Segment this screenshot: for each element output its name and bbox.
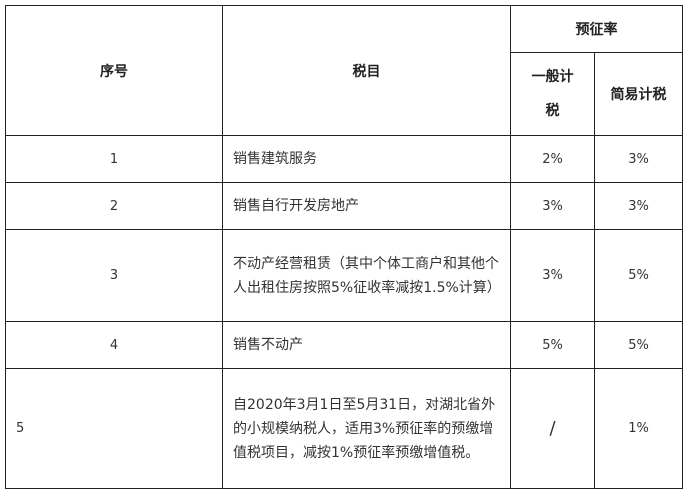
cell-item: 销售不动产 <box>222 321 511 369</box>
table-row: 3 不动产经营租赁（其中个体工商户和其他个人出租住房按照5%征收率减按1.5%计… <box>5 229 683 322</box>
cell-general: 3% <box>510 229 595 322</box>
header-item: 税目 <box>222 5 511 136</box>
cell-simple: 3% <box>594 135 683 183</box>
table-row: 4 销售不动产 5% 5% <box>5 321 683 369</box>
cell-general: 2% <box>510 135 595 183</box>
cell-item: 销售自行开发房地产 <box>222 182 511 230</box>
table-row: 5 自2020年3月1日至5月31日，对湖北省外的小规模纳税人，适用3%预征率的… <box>5 368 683 489</box>
cell-seq: 1 <box>5 135 223 183</box>
cell-item: 自2020年3月1日至5月31日，对湖北省外的小规模纳税人，适用3%预征率的预缴… <box>222 368 511 489</box>
cell-simple: 3% <box>594 182 683 230</box>
table-row: 1 销售建筑服务 2% 3% <box>5 135 683 183</box>
cell-seq: 3 <box>5 229 223 322</box>
table-row: 2 销售自行开发房地产 3% 3% <box>5 182 683 230</box>
header-rate-group: 预征率 <box>510 5 683 53</box>
cell-seq: 4 <box>5 321 223 369</box>
header-simple: 简易计税 <box>594 52 683 136</box>
prepayment-rate-table: 序号 税目 预征率 一般计税 简易计税 1 销售建筑服务 2% 3% 2 销售自… <box>5 5 683 489</box>
cell-general: / <box>510 368 595 489</box>
cell-seq: 2 <box>5 182 223 230</box>
header-seq: 序号 <box>5 5 223 136</box>
header-general: 一般计税 <box>510 52 595 136</box>
cell-general: 5% <box>510 321 595 369</box>
cell-simple: 5% <box>594 321 683 369</box>
cell-item: 销售建筑服务 <box>222 135 511 183</box>
cell-simple: 1% <box>594 368 683 489</box>
cell-general: 3% <box>510 182 595 230</box>
cell-simple: 5% <box>594 229 683 322</box>
cell-item: 不动产经营租赁（其中个体工商户和其他个人出租住房按照5%征收率减按1.5%计算） <box>222 229 511 322</box>
cell-seq: 5 <box>5 368 223 489</box>
